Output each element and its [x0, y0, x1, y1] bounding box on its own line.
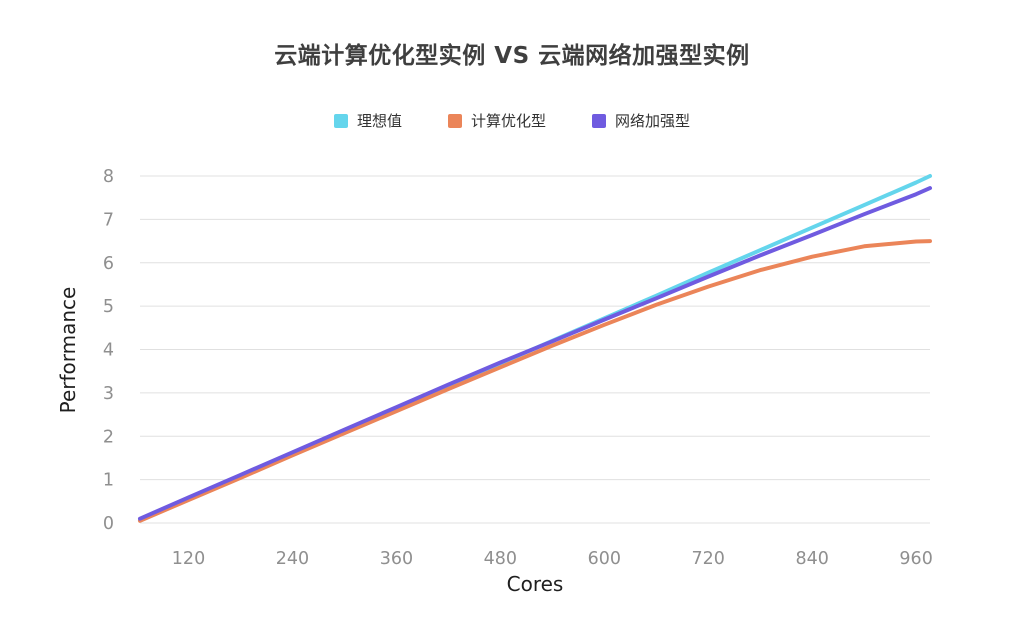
legend-swatch-ideal-icon — [333, 113, 348, 128]
y-tick-label-0: 0 — [103, 514, 114, 534]
legend-item-compute-optimized[interactable]: 计算优化型 — [447, 110, 546, 131]
x-tick-label-720: 720 — [692, 549, 725, 569]
legend-swatch-compute-icon — [447, 113, 462, 128]
legend-label-compute: 计算优化型 — [470, 112, 546, 130]
series-line-network-enhanced[interactable] — [138, 186, 932, 521]
legend-swatch-network-icon — [592, 113, 606, 128]
legend-item-ideal[interactable]: 理想值 — [333, 110, 402, 131]
y-tick-label-3: 3 — [103, 384, 114, 404]
x-tick-label-840: 840 — [795, 549, 828, 569]
x-tick-label-480: 480 — [484, 549, 517, 569]
x-tick-label-240: 240 — [276, 549, 309, 569]
y-tick-label-2: 2 — [103, 427, 114, 447]
chart-legend: 理想值 计算优化型 网络加强型 — [0, 110, 1024, 131]
y-tick-label-6: 6 — [103, 254, 114, 274]
y-tick-label-1: 1 — [103, 471, 114, 491]
chart-title: 云端计算优化型实例 VS 云端网络加强型实例 — [274, 43, 750, 69]
legend-item-network-enhanced[interactable]: 网络加强型 — [592, 110, 690, 131]
y-tick-label-5: 5 — [103, 297, 114, 317]
legend-label-ideal: 理想值 — [356, 112, 402, 130]
y-tick-label-8: 8 — [103, 167, 114, 187]
x-axis-title: Cores — [506, 572, 564, 596]
x-tick-label-120: 120 — [172, 549, 205, 569]
series-line-compute-optimized[interactable] — [138, 239, 932, 523]
x-tick-label-360: 360 — [380, 549, 413, 569]
y-tick-label-4: 4 — [103, 341, 114, 361]
y-tick-label-7: 7 — [103, 210, 114, 230]
legend-label-network: 网络加强型 — [615, 112, 691, 130]
x-tick-label-960: 960 — [899, 549, 932, 569]
x-tick-label-600: 600 — [588, 549, 621, 569]
